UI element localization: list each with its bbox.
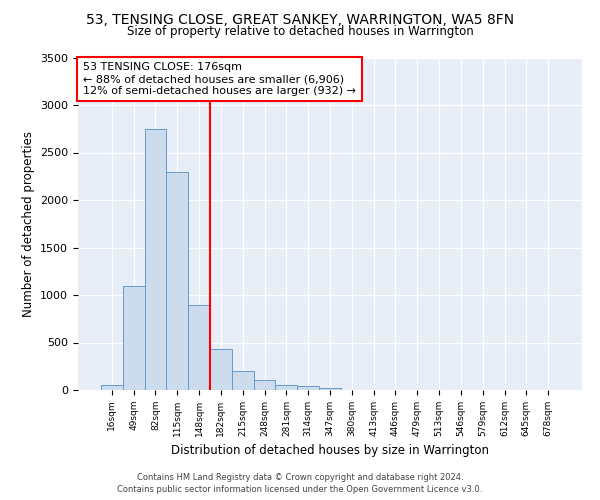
Bar: [166, 172, 188, 390]
Text: Size of property relative to detached houses in Warrington: Size of property relative to detached ho…: [127, 25, 473, 38]
Bar: [123, 286, 145, 390]
Text: Contains HM Land Registry data © Crown copyright and database right 2024.
Contai: Contains HM Land Registry data © Crown c…: [118, 473, 482, 494]
X-axis label: Distribution of detached houses by size in Warrington: Distribution of detached houses by size …: [171, 444, 489, 458]
Bar: [254, 380, 275, 390]
Text: 53 TENSING CLOSE: 176sqm
← 88% of detached houses are smaller (6,906)
12% of sem: 53 TENSING CLOSE: 176sqm ← 88% of detach…: [83, 62, 356, 96]
Bar: [101, 385, 123, 390]
Bar: [210, 349, 232, 390]
Bar: [297, 386, 319, 390]
Bar: [188, 304, 210, 390]
Y-axis label: Number of detached properties: Number of detached properties: [22, 130, 35, 317]
Bar: [275, 385, 297, 390]
Bar: [232, 371, 254, 390]
Bar: [145, 128, 166, 390]
Bar: [319, 388, 341, 390]
Text: 53, TENSING CLOSE, GREAT SANKEY, WARRINGTON, WA5 8FN: 53, TENSING CLOSE, GREAT SANKEY, WARRING…: [86, 12, 514, 26]
